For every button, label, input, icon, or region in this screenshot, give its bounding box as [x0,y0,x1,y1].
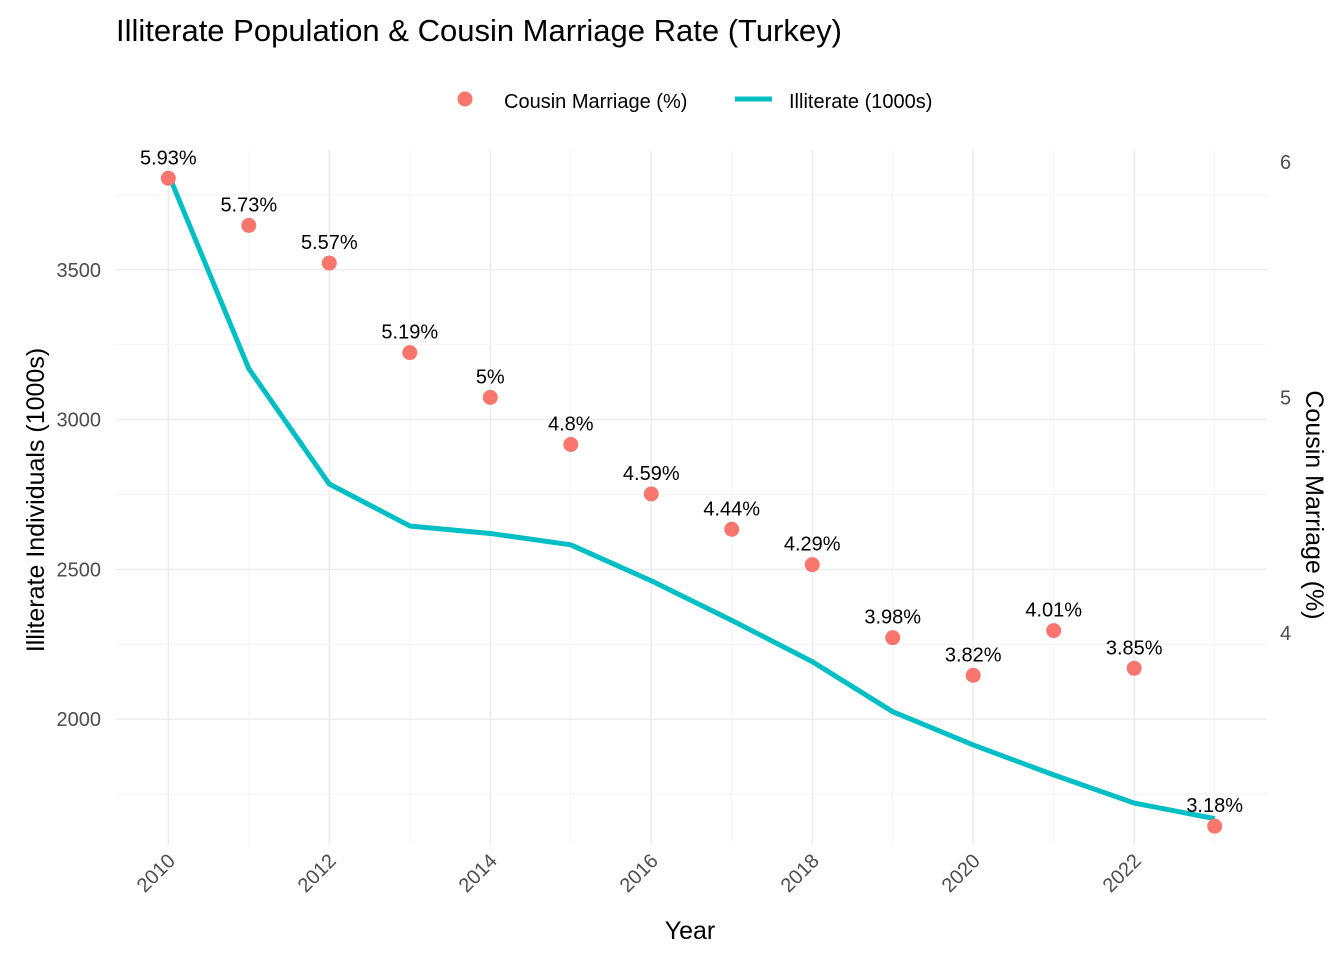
y-axis-left-title: Illiterate Individuals (1000s) [22,348,50,652]
cousin-marriage-point [321,255,337,271]
cousin-marriage-data-label: 5.19% [381,322,438,344]
cousin-marriage-data-label: 3.98% [864,607,921,629]
cousin-marriage-point [804,557,820,573]
x-tick-label: 2016 [616,850,663,897]
cousin-marriage-data-label: 4.29% [784,534,841,556]
cousin-marriage-point [563,436,579,452]
legend-label-cousin-marriage: Cousin Marriage (%) [504,91,687,113]
x-tick-label: 2022 [1099,850,1146,897]
cousin-marriage-data-label: 5.73% [220,194,277,216]
x-axis-ticks: 2010 2012 2014 2016 2018 2020 2022 [133,850,1146,897]
y-axis-right-title: Cousin Marriage (%) [1300,390,1328,619]
cousin-marriage-point [724,521,740,537]
chart-title: Illiterate Population & Cousin Marriage … [116,13,842,48]
cousin-marriage-point [402,345,418,361]
x-tick-label: 2012 [294,850,341,897]
cousin-marriage-point [482,389,498,405]
cousin-marriage-data-label: 4.8% [548,413,594,435]
cousin-marriage-data-label: 5% [476,366,505,388]
x-axis-title: Year [665,917,716,945]
y2-tick-label: 4 [1280,623,1291,645]
x-tick-label: 2014 [455,850,502,897]
illiterate-line [166,173,1216,822]
y-tick-label: 2500 [57,559,102,581]
legend-label-illiterate: Illiterate (1000s) [789,91,932,113]
cousin-marriage-point [1207,818,1223,834]
cousin-marriage-point [885,630,901,646]
cousin-marriage-data-label: 3.85% [1106,637,1163,659]
cousin-marriage-data-label: 4.01% [1025,600,1082,622]
cousin-marriage-point [643,486,659,502]
illiterate-series [166,173,1216,822]
plot-grid [116,150,1267,845]
x-tick-label: 2018 [777,850,824,897]
y-axis-right-ticks: 4 5 6 [1280,152,1291,645]
y2-tick-label: 5 [1280,387,1291,409]
cousin-marriage-data-label: 5.93% [140,147,197,169]
cousin-marriage-point [1046,623,1062,639]
y2-tick-label: 6 [1280,152,1291,174]
cousin-marriage-data-label: 3.82% [945,644,1002,666]
x-tick-label: 2020 [938,850,985,897]
cousin-marriage-point [160,170,176,186]
cousin-marriage-point [241,217,257,233]
cousin-marriage-data-label: 4.59% [623,463,680,485]
x-tick-label: 2010 [133,850,180,897]
y-tick-label: 2000 [57,709,102,731]
legend: Cousin Marriage (%) Illiterate (1000s) [457,91,932,113]
cousin-marriage-point [965,667,981,683]
cousin-marriage-data-labels: 5.93% 5.73% 5.57% 5.19% 5% 4.8% 4.59% 4.44% 4.29… [140,147,1243,817]
y-axis-left-ticks: 2000 2500 3000 3500 [57,260,102,731]
cousin-marriage-data-label: 3.18% [1186,795,1243,817]
cousin-marriage-point [1126,660,1142,676]
cousin-marriage-data-label: 5.57% [301,232,358,254]
legend-key-cousin-marriage [457,91,473,107]
cousin-marriage-series [160,170,1223,834]
y-tick-label: 3500 [57,260,102,282]
y-tick-label: 3000 [57,410,102,432]
cousin-marriage-data-label: 4.44% [703,498,760,520]
